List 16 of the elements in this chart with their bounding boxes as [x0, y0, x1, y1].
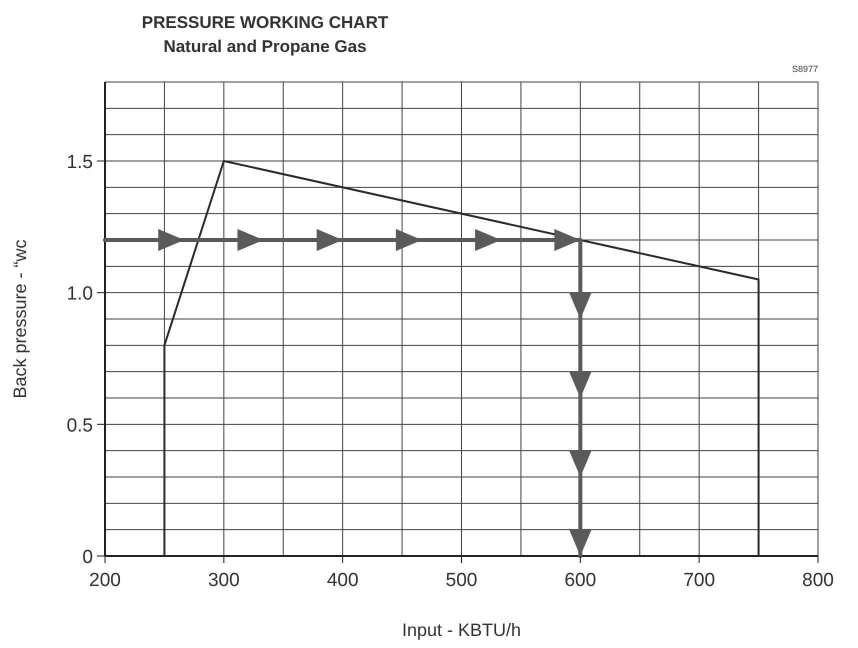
x-tick-label: 700 [683, 570, 716, 591]
y-tick-label: 1.5 [66, 152, 93, 173]
chart-subtitle: Natural and Propane Gas [163, 37, 367, 56]
y-axis-title: Back pressure - “wc [10, 239, 30, 399]
text: S8977 [792, 64, 818, 74]
x-axis-title: Input - KBTU/h [402, 620, 522, 640]
chart-title: PRESSURE WORKING CHART [142, 13, 389, 32]
x-tick-label: 800 [802, 570, 834, 591]
x-tick-label: 200 [89, 570, 121, 591]
y-tick-label: 0.5 [66, 415, 93, 436]
y-tick-label: 0 [82, 547, 93, 568]
x-tick-label: 300 [208, 570, 240, 591]
x-tick-label: 400 [326, 570, 359, 591]
y-tick-label: 1.0 [66, 284, 93, 305]
x-tick-label: 500 [446, 570, 478, 591]
x-tick-label: 600 [564, 570, 596, 591]
